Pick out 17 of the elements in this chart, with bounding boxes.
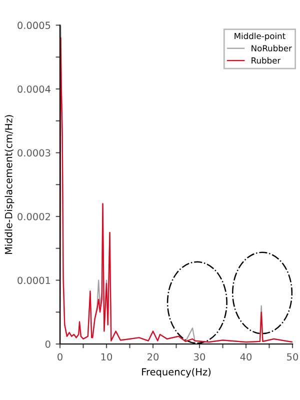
legend-title: Middle-point [234, 32, 286, 41]
y-tick-label: 0.0004 [18, 85, 50, 93]
x-tick-label: 50 [287, 353, 298, 361]
x-tick-label: 10 [101, 353, 112, 361]
y-tick-label: 0.0001 [18, 276, 50, 284]
x-tick-label: 40 [240, 353, 252, 361]
y-tick-label: 0.0005 [18, 22, 50, 30]
x-axis-title: Frequency(Hz) [142, 368, 211, 378]
legend-label: NoRubber [252, 44, 292, 52]
x-tick-label: 30 [194, 353, 206, 361]
y-tick-label: 0.0002 [18, 212, 50, 220]
x-tick-label: 0 [58, 353, 62, 361]
x-tick-label: 20 [148, 353, 159, 361]
y-axis-title: Middle-Displacement(cm/Hz) [4, 115, 14, 254]
legend-label: Rubber [252, 57, 281, 64]
y-tick-label: 0 [45, 340, 50, 348]
y-tick-label: 0.0003 [18, 149, 50, 157]
